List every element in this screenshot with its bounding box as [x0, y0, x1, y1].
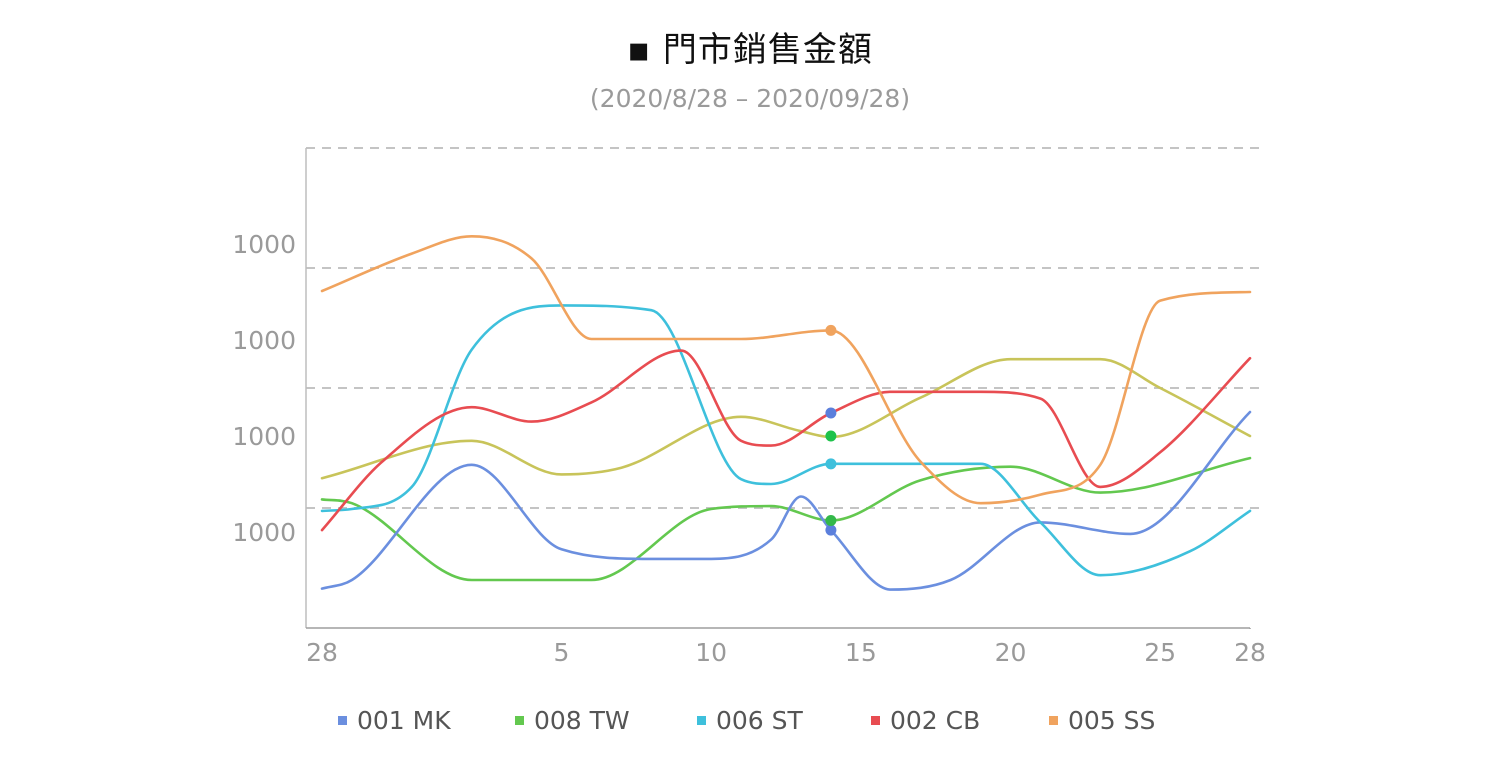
highlight-point [825, 524, 837, 536]
series-line-002-cb [320, 349, 1252, 532]
x-tick-label: 20 [995, 638, 1027, 667]
highlight-point [825, 458, 837, 470]
highlight-point [825, 324, 837, 336]
series-line-005-ss [320, 235, 1252, 505]
x-tick-label: 28 [306, 638, 338, 667]
chart-subtitle: (2020/8/28 – 2020/09/28) [589, 84, 911, 113]
y-tick-label: 1000 [232, 230, 296, 259]
y-tick-labels: 1000 1000 1000 1000 [232, 230, 296, 547]
x-tick-label: 28 [1234, 638, 1266, 667]
series-lines [320, 235, 1252, 591]
highlight-point [825, 514, 837, 526]
legend-label: 005 SS [1068, 705, 1156, 735]
series-line-001-mk [320, 410, 1252, 591]
legend-swatch [871, 715, 880, 725]
series-line-008-tw [320, 456, 1252, 582]
highlight-point [825, 407, 837, 419]
x-tick-labels: 28 5 10 15 20 25 28 [306, 638, 1266, 667]
x-tick-label: 25 [1144, 638, 1176, 667]
legend-label: 006 ST [716, 705, 803, 735]
y-tick-label: 1000 [232, 518, 296, 547]
legend-item[interactable]: 006 ST [697, 700, 803, 740]
legend-item[interactable]: 008 TW [515, 700, 630, 740]
x-tick-label: 5 [554, 638, 570, 667]
series-line-006-st [320, 304, 1252, 577]
highlight-points [825, 324, 837, 536]
series-line-unnamed [320, 357, 1252, 480]
x-tick-label: 10 [695, 638, 727, 667]
legend-swatch [697, 715, 706, 725]
legend-label: 002 CB [890, 705, 981, 735]
grid-lines [306, 147, 1265, 509]
chart-title: ▪ 門市銷售金額 [627, 30, 873, 70]
legend-label: 008 TW [534, 705, 630, 735]
legend-label: 001 MK [357, 705, 451, 735]
legend-swatch [338, 715, 347, 725]
x-tick-label: 15 [845, 638, 877, 667]
legend-item[interactable]: 005 SS [1049, 700, 1155, 740]
legend-item[interactable]: 002 CB [871, 700, 980, 740]
legend-swatch [515, 715, 524, 725]
y-tick-label: 1000 [232, 326, 296, 355]
legend: 001 MK 008 TW 006 ST 002 CB 005 SS [0, 700, 1500, 740]
legend-item[interactable]: 001 MK [338, 700, 451, 740]
axes [305, 148, 1251, 629]
highlight-point [825, 430, 837, 442]
legend-swatch [1049, 715, 1058, 725]
y-tick-label: 1000 [232, 422, 296, 451]
